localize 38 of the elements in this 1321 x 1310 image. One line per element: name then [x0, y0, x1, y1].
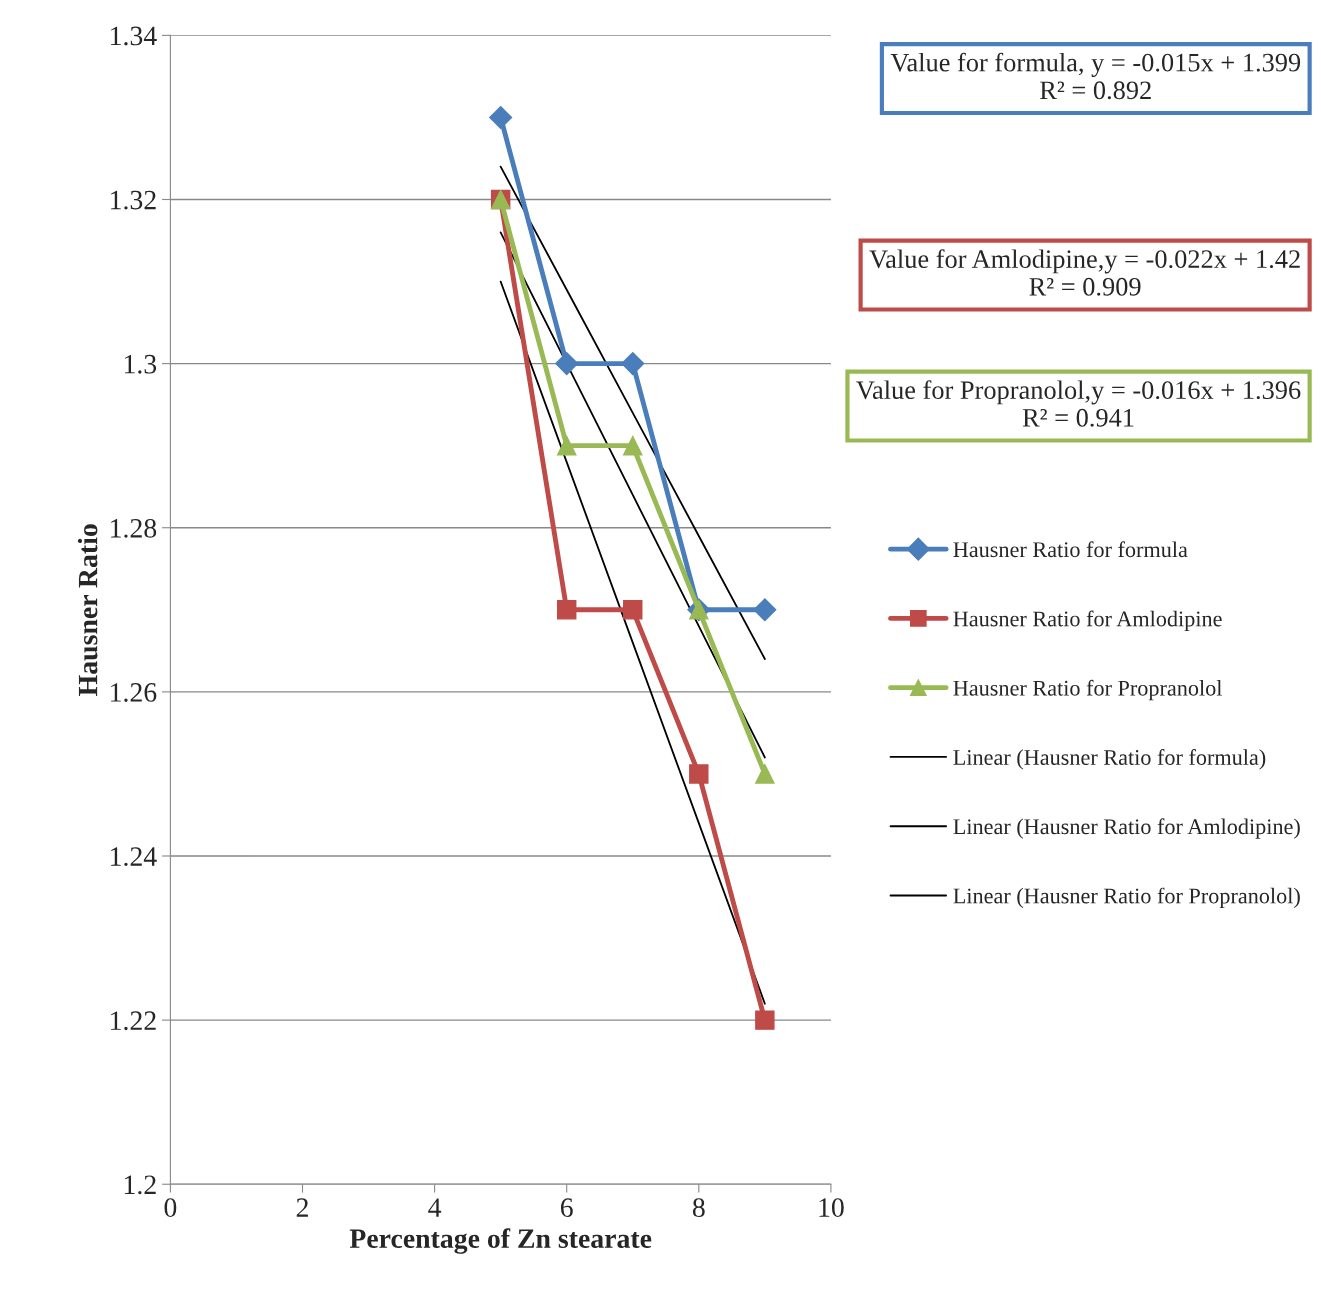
x-tick-label: 6 [560, 1198, 573, 1217]
x-tick-label: 10 [819, 1198, 844, 1217]
point [755, 764, 775, 784]
x-tick-label: 4 [428, 1198, 442, 1217]
point [755, 1010, 775, 1030]
line-series [499, 165, 766, 660]
x-tick-label: 2 [296, 1198, 308, 1217]
point [556, 600, 577, 620]
point [689, 764, 709, 784]
point [489, 105, 513, 129]
y-tick-label: 1.22 [111, 1011, 156, 1031]
x-tick-label: 0 [164, 1198, 177, 1217]
legend-label: Hausner Ratio for Amlodipine [953, 610, 1222, 631]
legend-label: Hausner Ratio for Propranolol [953, 679, 1223, 701]
y-tick-label: 1.28 [111, 518, 157, 538]
x-axis-title: Percentage of Zn stearate [349, 1228, 652, 1254]
y-tick-label: 1.24 [111, 847, 157, 867]
text: Value for Amlodipine,y = -0.022x + 1.42 R² = 0.909 [869, 249, 1300, 296]
line-series [499, 280, 766, 1005]
y-tick-label: 1.34 [111, 26, 157, 46]
text: Value for formula, y = -0.015x + 1.399 R² = 0.892 [890, 52, 1301, 100]
x-tick-label: 8 [692, 1198, 705, 1217]
y-tick-label: 1.26 [111, 683, 157, 702]
point [621, 352, 645, 376]
legend-label: Hausner Ratio for formula [953, 541, 1188, 558]
point [623, 600, 643, 620]
y-tick-label: 1.32 [111, 190, 156, 210]
y-tick-label: 1.3 [124, 354, 157, 374]
y-tick-label: 1.2 [124, 1175, 156, 1195]
text: Value for Propranolol,y = -0.016x + 1.396 R² = 0.941 [856, 380, 1301, 427]
y-axis-title: Hausner Ratio [77, 524, 98, 696]
legend-label: Linear (Hausner Ratio for Propranolol) [953, 887, 1300, 908]
point [753, 598, 777, 622]
legend-label: Linear (Hausner Ratio for Amlodipine) [953, 818, 1300, 839]
point [555, 352, 579, 376]
point [623, 435, 643, 456]
legend-label: Linear (Hausner Ratio for formula) [953, 749, 1266, 770]
point [556, 435, 577, 456]
